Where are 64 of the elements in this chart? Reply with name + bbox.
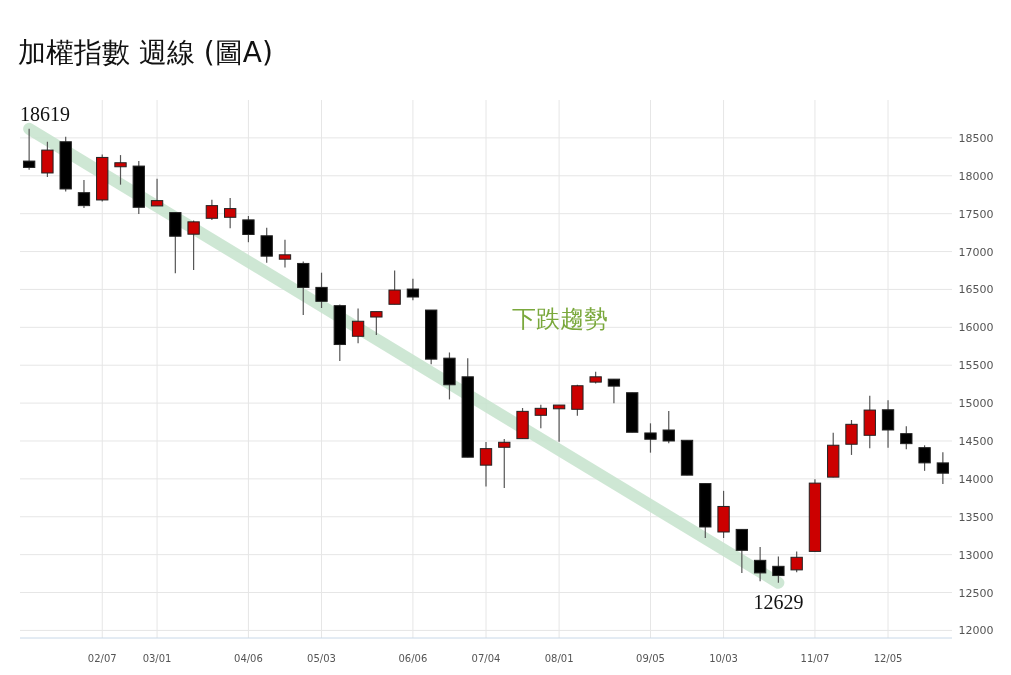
annotation: 12629 bbox=[753, 590, 804, 613]
x-tick-label: 06/06 bbox=[398, 653, 428, 664]
candlestick bbox=[662, 410, 675, 444]
y-tick-label: 13000 bbox=[958, 548, 994, 562]
candlestick bbox=[205, 199, 219, 221]
candlestick bbox=[114, 154, 127, 186]
y-tick-label: 16000 bbox=[958, 321, 994, 335]
candlestick bbox=[607, 378, 621, 404]
y-tick-label: 14500 bbox=[958, 434, 994, 448]
chart-title: 加權指數 週線 (圖A) bbox=[18, 36, 273, 69]
candlestick bbox=[772, 556, 785, 584]
y-tick-label: 12500 bbox=[958, 586, 994, 600]
candlestick bbox=[278, 239, 292, 269]
candlestick bbox=[223, 197, 237, 229]
y-tick-label: 15000 bbox=[958, 397, 994, 411]
candlestick bbox=[571, 384, 584, 417]
candlestick bbox=[242, 215, 255, 243]
candlestick bbox=[22, 128, 36, 171]
candlestick bbox=[169, 212, 182, 274]
x-tick-label: 12/05 bbox=[873, 653, 903, 664]
candlestick bbox=[918, 444, 931, 472]
y-tick-label: 18500 bbox=[958, 131, 994, 145]
y-tick-label: 15500 bbox=[958, 359, 994, 373]
candlestick bbox=[297, 260, 310, 316]
candlestick bbox=[936, 451, 950, 485]
x-tick-label: 10/03 bbox=[709, 653, 738, 664]
x-tick-label: 04/06 bbox=[234, 653, 263, 664]
y-tick-label: 16500 bbox=[958, 283, 994, 297]
candlestick bbox=[77, 179, 91, 209]
candlestick bbox=[845, 419, 858, 456]
candlestick bbox=[753, 546, 767, 582]
candlestick bbox=[187, 219, 200, 271]
x-tick-label: 08/01 bbox=[544, 653, 574, 664]
candlestick bbox=[498, 438, 511, 489]
y-tick-label: 17500 bbox=[958, 207, 994, 221]
candlestick bbox=[479, 441, 493, 488]
x-tick-label: 09/05 bbox=[636, 653, 665, 664]
y-tick-label: 17000 bbox=[958, 245, 994, 259]
candlestick bbox=[790, 550, 803, 573]
x-tick-label: 02/07 bbox=[87, 653, 117, 664]
y-tick-label: 12000 bbox=[958, 624, 994, 638]
candlestick bbox=[735, 528, 749, 574]
candlestick bbox=[388, 269, 401, 305]
candlestick bbox=[315, 272, 328, 309]
candlestick bbox=[351, 308, 365, 344]
candlestick bbox=[900, 425, 913, 450]
x-tick-label: 03/01 bbox=[142, 653, 172, 664]
candlestick bbox=[644, 422, 657, 454]
x-tick-label: 07/04 bbox=[471, 653, 501, 664]
candlestick bbox=[552, 404, 566, 443]
candlestick bbox=[260, 227, 273, 264]
y-tick-label: 18000 bbox=[958, 169, 994, 183]
x-tick-label: 05/03 bbox=[307, 653, 336, 664]
annotation: 下跌趨勢 bbox=[512, 305, 608, 333]
candlestick bbox=[150, 178, 164, 207]
candlestick bbox=[406, 278, 420, 301]
x-tick-label: 11/07 bbox=[800, 653, 830, 664]
annotation: 18619 bbox=[20, 102, 70, 125]
y-tick-label: 14000 bbox=[958, 472, 994, 486]
y-tick-label: 13500 bbox=[958, 510, 994, 524]
candlestick bbox=[534, 404, 547, 429]
candlestick bbox=[881, 399, 895, 449]
candlestick bbox=[41, 141, 54, 178]
candlestick bbox=[370, 311, 383, 336]
